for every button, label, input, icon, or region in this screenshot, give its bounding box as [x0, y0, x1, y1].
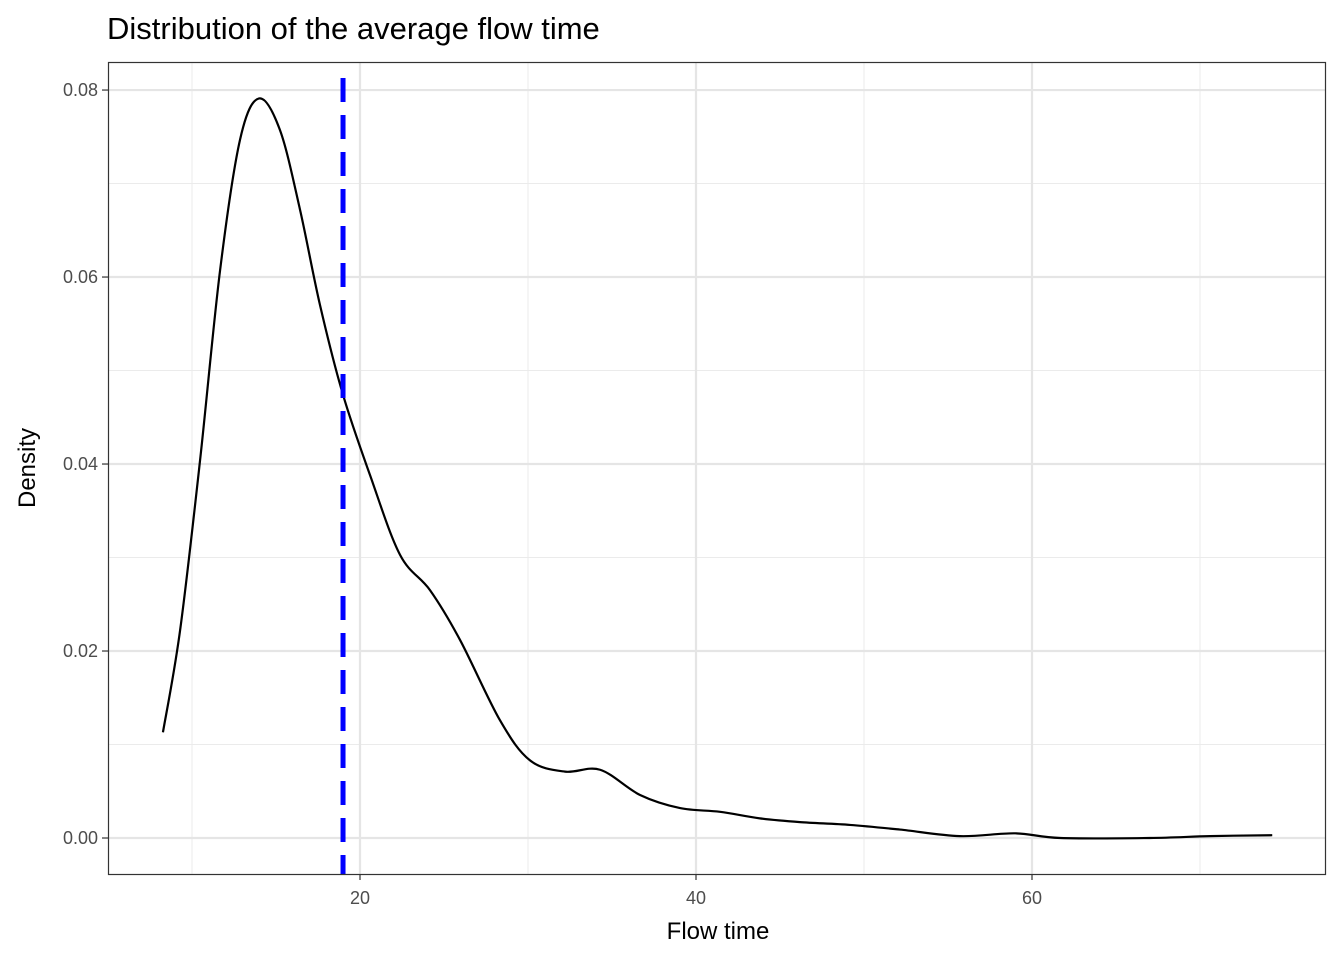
y-tick-label: 0.04 — [63, 454, 98, 474]
chart-title: Distribution of the average flow time — [107, 11, 600, 46]
x-tick-label: 60 — [1022, 888, 1042, 908]
density-line — [161, 97, 1273, 840]
x-axis-title: Flow time — [667, 918, 770, 945]
y-tick-label: 0.06 — [63, 267, 98, 287]
y-tick-label: 0.00 — [63, 828, 98, 848]
marks — [161, 78, 1273, 874]
panel-border — [107, 61, 1327, 876]
ticks: 20 40 60 0.00 0.02 0.04 0.06 0.08 — [63, 80, 1042, 908]
x-tick-label: 20 — [350, 888, 370, 908]
y-tick-label: 0.08 — [63, 80, 98, 100]
y-axis-title: Density — [14, 428, 41, 508]
grid — [108, 62, 1326, 874]
x-tick-label: 40 — [686, 888, 706, 908]
y-tick-label: 0.02 — [63, 641, 98, 661]
